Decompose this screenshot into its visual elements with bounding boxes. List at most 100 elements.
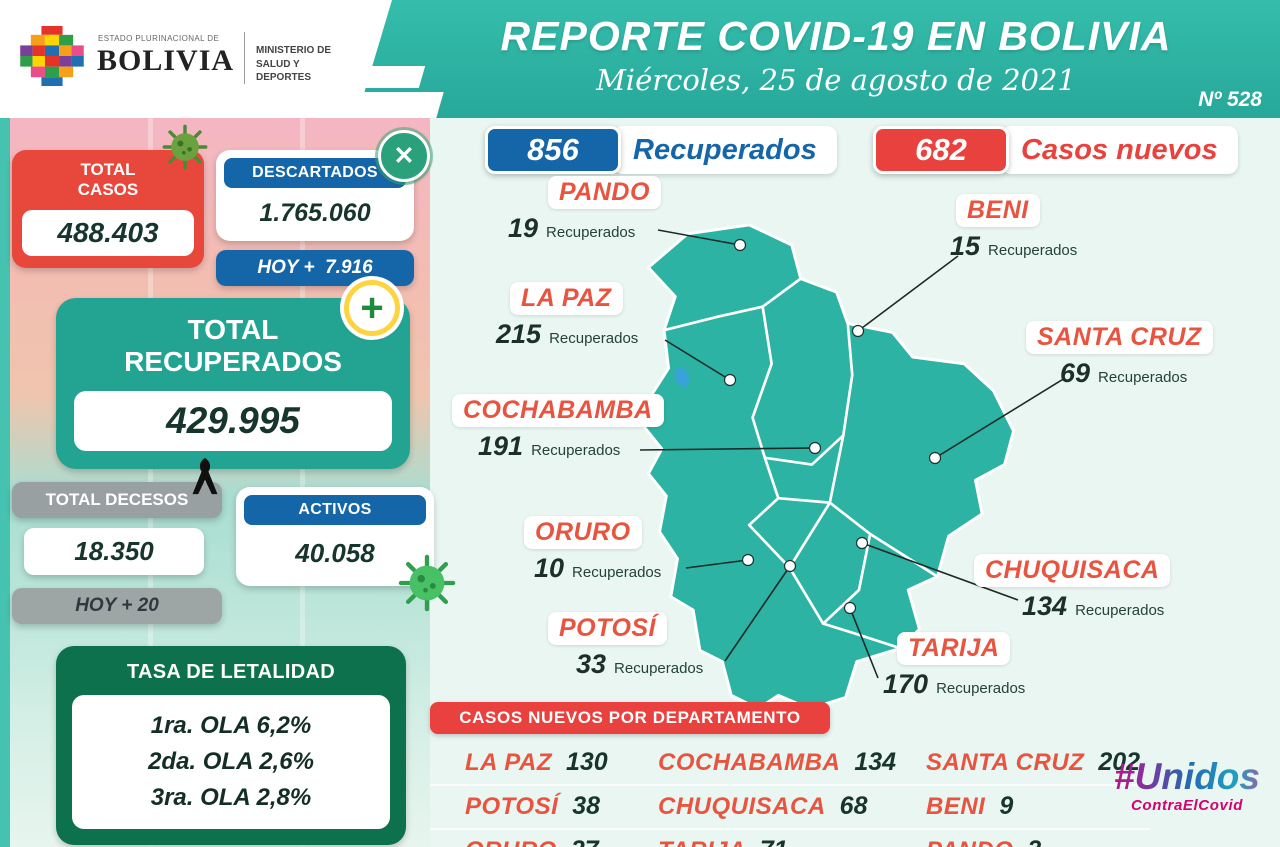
tasa-letalidad-card: TASA DE LETALIDAD 1ra. OLA 6,2% 2da. OLA… [56, 646, 406, 845]
report-date: Miércoles, 25 de agosto de 2021 [596, 63, 1076, 97]
logo-divider [244, 32, 245, 84]
department-name: ORURO [524, 516, 642, 549]
department-metric-label: Recuperados [572, 564, 662, 581]
case-department: POTOSÍ [465, 793, 559, 820]
descartados-today: HOY + 7.916 [216, 250, 414, 286]
case-department: LA PAZ [465, 749, 552, 776]
case-department: CHUQUISACA [658, 793, 826, 820]
total-decesos-label: TOTAL DECESOS [45, 490, 189, 509]
descartados-card: DESCARTADOS 1.765.060 HOY + 7.916 [216, 130, 430, 286]
new-cases-section: CASOS NUEVOS POR DEPARTAMENTO LA PAZ 130 … [430, 702, 1150, 847]
page-title: REPORTE COVID-19 EN BOLIVIA [500, 13, 1172, 59]
total-decesos-card: TOTAL DECESOS 18.350 HOY + 20 [12, 457, 222, 624]
logo-ministry-text: MINISTERIO DE SALUD Y DEPORTES [256, 45, 332, 83]
new-cases-title: CASOS NUEVOS POR DEPARTAMENTO [430, 702, 830, 734]
department-metric-label: Recuperados [936, 680, 1026, 697]
case-value: 38 [572, 792, 601, 820]
recuperados-badge-label: Recuperados [613, 126, 837, 174]
total-recuperados-label: TOTAL RECUPERADOS [124, 314, 342, 378]
x-circle-icon [378, 130, 430, 182]
descartados-label: DESCARTADOS [224, 158, 406, 188]
casos-nuevos-badge: 682 Casos nuevos [873, 126, 1238, 174]
department-name: BENI [956, 194, 1040, 227]
bolivia-outline [642, 223, 1015, 711]
department-label-chuquisaca: CHUQUISACA 134 Recuperados [974, 554, 1171, 622]
mourning-ribbon-icon [192, 457, 218, 495]
department-name: COCHABAMBA [452, 394, 664, 427]
case-value: 202 [1098, 748, 1140, 777]
campaign-logo-line2: ContraElCovid [1131, 796, 1243, 814]
activos-value: 40.058 [295, 538, 375, 568]
header-bar: ESTADO PLURINACIONAL DE BOLIVIA MINISTER… [0, 0, 1280, 118]
department-metric-label: Recuperados [531, 442, 621, 459]
department-recovered-value: 69 [1060, 358, 1091, 388]
connector-lines [639, 229, 1066, 679]
report-number: Nº 528 [1198, 88, 1262, 111]
case-value: 9 [999, 792, 1014, 820]
case-department: PANDO [926, 837, 1013, 847]
case-department: TARIJA [658, 837, 746, 847]
case-department: BENI [926, 793, 986, 820]
department-name: CHUQUISACA [974, 554, 1171, 587]
department-name: TARIJA [897, 632, 1011, 665]
department-recovered-value: 15 [950, 231, 981, 261]
total-recuperados-value: 429.995 [74, 391, 392, 452]
table-cell: LA PAZ 130 [430, 742, 648, 786]
table-cell: BENI 9 [916, 786, 1150, 830]
total-decesos-header: TOTAL DECESOS [12, 457, 222, 518]
department-metric-label: Recuperados [988, 242, 1078, 259]
department-label-pando: PANDO 19 Recuperados [508, 176, 661, 244]
table-cell: ORURO 27 [430, 830, 648, 847]
casos-nuevos-total: 682 [873, 126, 1009, 174]
department-recovered-value: 170 [883, 669, 929, 699]
background-stripe [300, 118, 305, 847]
case-value: 130 [566, 748, 608, 776]
case-department: ORURO [465, 837, 557, 847]
recuperados-total: 856 [485, 126, 621, 174]
department-label-beni: BENI 15 Recuperados [950, 194, 1077, 262]
case-value: 3 [1027, 836, 1041, 847]
descartados-value: 1.765.060 [259, 199, 371, 227]
case-value: 71 [760, 836, 788, 847]
bolivia-map [639, 223, 1066, 711]
department-label-oruro: ORURO 10 Recuperados [524, 516, 661, 584]
department-metric-label: Recuperados [614, 660, 704, 677]
campaign-logo: #Unidos ContraElCovid [1092, 757, 1280, 814]
department-metric-label: Recuperados [1098, 369, 1188, 386]
left-teal-stripe [0, 118, 10, 847]
department-recovered-value: 134 [1022, 591, 1068, 621]
virus-icon [398, 554, 456, 612]
department-borders [662, 277, 939, 650]
total-casos-card: TOTAL CASOS 488.403 [12, 124, 208, 268]
department-label-tarija: TARIJA 170 Recuperados [883, 632, 1025, 700]
table-cell: POTOSÍ 38 [430, 786, 648, 830]
department-name: SANTA CRUZ [1026, 321, 1213, 354]
department-recovered-value: 19 [508, 213, 539, 243]
department-name: LA PAZ [510, 282, 623, 315]
activos-label: ACTIVOS [244, 495, 426, 525]
case-value: 27 [571, 836, 599, 847]
department-name: PANDO [548, 176, 661, 209]
department-recovered-value: 191 [478, 431, 524, 461]
department-recovered-value: 215 [496, 319, 542, 349]
department-recovered-value: 33 [576, 649, 607, 679]
map-panel: 856 Recuperados 682 Casos nuevos PANDO 1… [430, 118, 1280, 847]
department-label-potosi: POTOSÍ 33 Recuperados [548, 612, 703, 680]
department-markers [723, 238, 942, 615]
department-label-santa-cruz: SANTA CRUZ 69 Recuperados [1026, 321, 1213, 389]
case-department: SANTA CRUZ [926, 749, 1085, 776]
total-recuperados-card: TOTAL RECUPERADOS 429.995 [56, 280, 410, 470]
table-cell: SANTA CRUZ 202 [916, 742, 1150, 786]
table-cell: TARIJA 71 [648, 830, 916, 847]
campaign-logo-line1: #Unidos [1092, 757, 1280, 797]
recuperados-badge: 856 Recuperados [485, 126, 837, 174]
department-metric-label: Recuperados [546, 224, 636, 241]
total-decesos-today: HOY + 20 [12, 588, 222, 624]
new-cases-table: LA PAZ 130 COCHABAMBA 134 SANTA CRUZ 202 PO… [430, 742, 1150, 847]
lake-titicaca [674, 367, 690, 387]
department-metric-label: Recuperados [549, 330, 639, 347]
logo-estado-text: ESTADO PLURINACIONAL DE [98, 34, 220, 43]
total-decesos-value: 18.350 [24, 528, 204, 575]
case-value: 68 [839, 792, 868, 820]
case-department: COCHABAMBA [658, 749, 841, 776]
